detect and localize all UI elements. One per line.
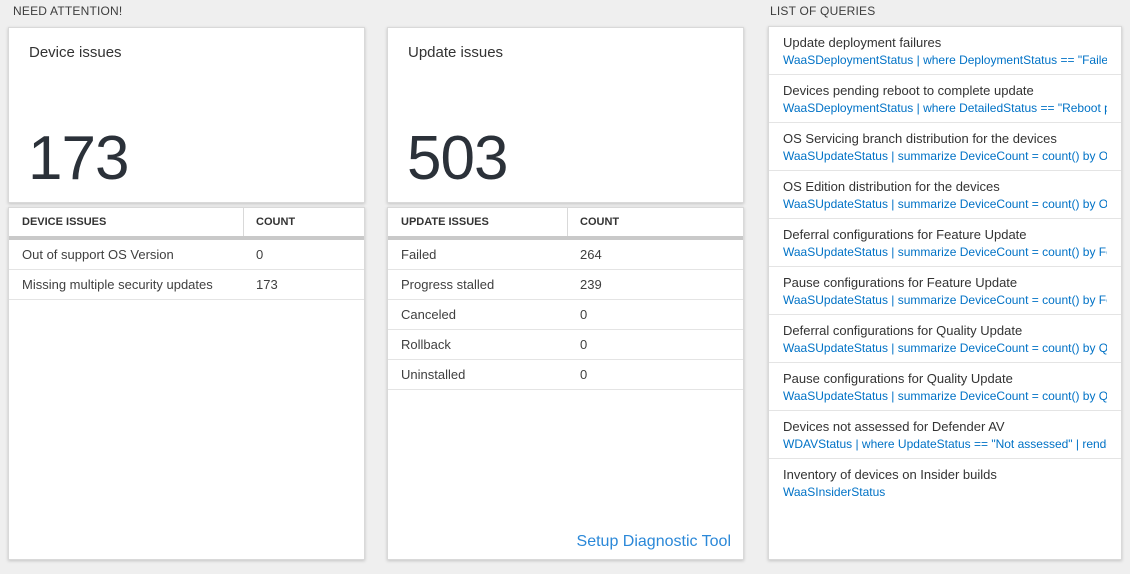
query-item-os-edition-distribution[interactable]: OS Edition distribution for the devices … — [769, 171, 1121, 219]
query-item-pause-feature-update[interactable]: Pause configurations for Feature Update … — [769, 267, 1121, 315]
device-issues-count: 173 — [28, 124, 129, 193]
device-issues-table: DEVICE ISSUES COUNT Out of support OS Ve… — [8, 207, 365, 560]
query-item-insider-builds-inventory[interactable]: Inventory of devices on Insider builds W… — [769, 459, 1121, 506]
query-title: OS Servicing branch distribution for the… — [783, 131, 1057, 146]
device-table-col-count: COUNT — [256, 216, 296, 228]
device-issues-title: Device issues — [29, 44, 122, 61]
row-label: Rollback — [401, 337, 451, 352]
setup-diagnostic-tool-link[interactable]: Setup Diagnostic Tool — [576, 533, 731, 550]
update-table-row-progress-stalled[interactable]: Progress stalled 239 — [388, 270, 743, 300]
device-table-row-missing-updates[interactable]: Missing multiple security updates 173 — [9, 270, 364, 300]
update-table-col-count: COUNT — [580, 216, 620, 228]
query-title: Deferral configurations for Quality Upda… — [783, 323, 1023, 338]
row-label: Canceled — [401, 307, 456, 322]
query-item-pause-quality-update[interactable]: Pause configurations for Quality Update … — [769, 363, 1121, 411]
row-count: 264 — [580, 247, 602, 262]
row-count: 0 — [256, 247, 264, 262]
query-title: Deferral configurations for Feature Upda… — [783, 227, 1027, 242]
device-issues-tile[interactable]: Device issues 173 — [8, 27, 365, 203]
update-table-row-rollback[interactable]: Rollback 0 — [388, 330, 743, 360]
row-count: 0 — [580, 307, 588, 322]
query-item-os-servicing-branch[interactable]: OS Servicing branch distribution for the… — [769, 123, 1121, 171]
table-header-divider-bar — [388, 236, 743, 240]
update-table-row-uninstalled[interactable]: Uninstalled 0 — [388, 360, 743, 390]
row-count: 0 — [580, 337, 588, 352]
query-item-deferral-quality-update[interactable]: Deferral configurations for Quality Upda… — [769, 315, 1121, 363]
update-table-row-canceled[interactable]: Canceled 0 — [388, 300, 743, 330]
table-header-divider-bar — [9, 236, 364, 240]
query-link[interactable]: WDAVStatus | where UpdateStatus == "Not … — [783, 437, 1107, 451]
device-table-col-issues: DEVICE ISSUES — [9, 208, 244, 236]
row-label: Missing multiple security updates — [22, 277, 213, 292]
update-issues-count: 503 — [407, 124, 508, 193]
query-link[interactable]: WaaSUpdateStatus | summarize DeviceCount… — [783, 197, 1107, 211]
row-label: Uninstalled — [401, 367, 466, 382]
query-title: Devices not assessed for Defender AV — [783, 419, 1005, 434]
list-of-queries-panel: Update deployment failures WaaSDeploymen… — [768, 26, 1122, 560]
row-label: Out of support OS Version — [22, 247, 174, 262]
section-header-need-attention: NEED ATTENTION! — [13, 4, 123, 18]
device-table-header: DEVICE ISSUES COUNT — [9, 208, 364, 236]
query-link[interactable]: WaaSUpdateStatus | summarize DeviceCount… — [783, 341, 1107, 355]
query-link[interactable]: WaaSUpdateStatus | summarize DeviceCount… — [783, 245, 1107, 259]
query-link[interactable]: WaaSDeploymentStatus | where DeploymentS… — [783, 53, 1107, 67]
query-link[interactable]: WaaSUpdateStatus | summarize DeviceCount… — [783, 389, 1107, 403]
query-link[interactable]: WaaSInsiderStatus — [783, 485, 886, 499]
query-link[interactable]: WaaSUpdateStatus | summarize DeviceCount… — [783, 293, 1107, 307]
query-title: Inventory of devices on Insider builds — [783, 467, 997, 482]
row-count: 239 — [580, 277, 602, 292]
update-table-row-failed[interactable]: Failed 264 — [388, 240, 743, 270]
row-label: Progress stalled — [401, 277, 495, 292]
query-title: Pause configurations for Feature Update — [783, 275, 1018, 290]
update-issues-tile[interactable]: Update issues 503 — [387, 27, 744, 203]
query-item-devices-pending-reboot[interactable]: Devices pending reboot to complete updat… — [769, 75, 1121, 123]
update-issues-table: UPDATE ISSUES COUNT Failed 264 Progress … — [387, 207, 744, 560]
section-header-list-of-queries: LIST OF QUERIES — [770, 4, 876, 18]
row-count: 0 — [580, 367, 588, 382]
update-table-col-issues: UPDATE ISSUES — [388, 208, 568, 236]
query-item-update-deployment-failures[interactable]: Update deployment failures WaaSDeploymen… — [769, 27, 1121, 75]
query-title: Update deployment failures — [783, 35, 942, 50]
update-issues-title: Update issues — [408, 44, 504, 61]
query-title: OS Edition distribution for the devices — [783, 179, 1000, 194]
update-table-header: UPDATE ISSUES COUNT — [388, 208, 743, 236]
row-count: 173 — [256, 277, 278, 292]
device-table-row-out-of-support[interactable]: Out of support OS Version 0 — [9, 240, 364, 270]
query-link[interactable]: WaaSUpdateStatus | summarize DeviceCount… — [783, 149, 1107, 163]
query-item-deferral-feature-update[interactable]: Deferral configurations for Feature Upda… — [769, 219, 1121, 267]
query-title: Pause configurations for Quality Update — [783, 371, 1013, 386]
query-item-defender-av-not-assessed[interactable]: Devices not assessed for Defender AV WDA… — [769, 411, 1121, 459]
row-label: Failed — [401, 247, 437, 262]
query-link[interactable]: WaaSDeploymentStatus | where DetailedSta… — [783, 101, 1107, 115]
query-title: Devices pending reboot to complete updat… — [783, 83, 1034, 98]
